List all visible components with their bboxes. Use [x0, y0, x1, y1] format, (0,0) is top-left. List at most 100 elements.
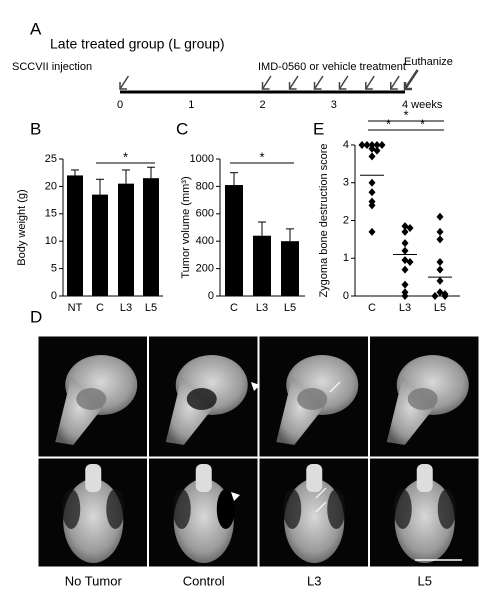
zygoma-r — [327, 489, 346, 529]
y-tick-label: 20 — [45, 180, 57, 192]
arrow-shaft — [390, 75, 400, 90]
data-point — [436, 212, 444, 221]
arrow-shaft — [315, 487, 327, 499]
skull-snout — [276, 377, 325, 445]
y-axis-label: Tumor volume (mm³) — [180, 176, 192, 278]
data-point — [368, 201, 376, 210]
y-tick-label: 0 — [208, 290, 214, 302]
x-tick-label: L3 — [399, 302, 411, 314]
data-point — [436, 235, 444, 244]
data-point — [368, 227, 376, 236]
zygoma-l — [62, 489, 81, 529]
data-point — [406, 258, 414, 267]
x-tick-label: L5 — [145, 302, 157, 314]
y-tick-label: 5 — [51, 263, 57, 275]
significance-label: * — [259, 149, 264, 164]
data-point — [401, 239, 409, 248]
y-tick-label: 800 — [196, 180, 214, 192]
arrow-shaft — [315, 501, 327, 513]
orbit — [186, 388, 217, 410]
event-arrow — [288, 75, 299, 90]
skull-incisors — [195, 464, 212, 492]
y-tick-label: 15 — [45, 208, 57, 220]
data-point — [401, 246, 409, 255]
data-point — [436, 258, 444, 267]
arrow-shaft — [119, 75, 130, 90]
bar — [143, 178, 159, 296]
bar — [118, 183, 134, 296]
x-tick-label: L5 — [434, 302, 446, 314]
data-point — [436, 276, 444, 285]
event-label: IMD-0560 or vehicle treatment — [258, 61, 406, 73]
data-point — [401, 292, 409, 300]
arrowhead-marker — [251, 382, 260, 391]
arrowhead-marker — [231, 492, 240, 501]
event-arrow — [403, 69, 419, 91]
bar — [253, 235, 271, 296]
y-tick-label: 3 — [343, 177, 349, 189]
event-arrow — [261, 75, 272, 90]
arrow-shaft — [403, 69, 419, 90]
zygoma-r — [106, 489, 125, 529]
arrow-shaft — [365, 75, 375, 90]
orbit — [297, 388, 328, 410]
arrow-head — [403, 82, 412, 91]
timeline-title: Late treated group (L group) — [50, 36, 225, 52]
x-tick-label: L5 — [284, 302, 296, 314]
arrow-shaft — [288, 75, 299, 90]
data-point — [401, 280, 409, 289]
arrow-shaft — [313, 75, 324, 90]
event-label: SCCVII injection — [12, 61, 92, 73]
event-arrow — [390, 75, 400, 90]
arrow-shaft — [329, 381, 341, 393]
arrow-shaft — [261, 75, 272, 90]
zygoma-l — [393, 489, 412, 529]
timeline-tick-label: 3 — [331, 99, 337, 111]
data-point — [373, 146, 381, 155]
event-label: Euthanize — [404, 56, 453, 68]
data-point — [368, 188, 376, 197]
significance-label: * — [403, 107, 408, 122]
significance-label: * — [420, 116, 425, 131]
zygoma-r — [216, 489, 235, 529]
panel-letter: B — [30, 119, 41, 138]
data-point — [431, 292, 439, 300]
image-grid — [37, 335, 480, 568]
y-tick-label: 10 — [45, 235, 57, 247]
y-tick-label: 4 — [343, 139, 349, 151]
y-tick-label: 1000 — [190, 153, 214, 165]
x-tick-label: NT — [68, 302, 83, 314]
event-arrow — [119, 75, 130, 90]
y-tick-label: 600 — [196, 208, 214, 220]
data-point — [373, 141, 381, 149]
y-tick-label: 1 — [343, 252, 349, 264]
error-bar — [96, 178, 104, 195]
x-tick-label: C — [368, 302, 376, 314]
y-tick-label: 0 — [51, 290, 57, 302]
data-point — [363, 141, 371, 149]
y-tick-label: 400 — [196, 235, 214, 247]
x-tick-label: L3 — [120, 302, 132, 314]
column-label: Control — [183, 573, 225, 588]
timeline-tick-label: 0 — [117, 99, 123, 111]
column-label: L5 — [418, 573, 432, 588]
y-axis-label: Zygoma bone destruction score — [318, 143, 330, 297]
x-tick-label: C — [230, 302, 238, 314]
error-bar — [147, 166, 155, 179]
orbit — [76, 388, 107, 410]
arrow-shaft — [338, 75, 349, 90]
bar — [225, 185, 243, 296]
arrow-head — [261, 82, 270, 90]
panel-letter: A — [30, 19, 42, 38]
arrow-head — [390, 82, 398, 90]
event-arrow — [365, 75, 375, 90]
arrow-head — [119, 82, 127, 90]
x-tick-label: C — [96, 302, 104, 314]
skull-incisors — [306, 464, 323, 492]
bar — [92, 194, 108, 296]
panel-letter: E — [313, 119, 324, 138]
y-tick-label: 2 — [343, 214, 349, 226]
data-point — [368, 152, 376, 161]
arrow-head — [338, 82, 347, 90]
